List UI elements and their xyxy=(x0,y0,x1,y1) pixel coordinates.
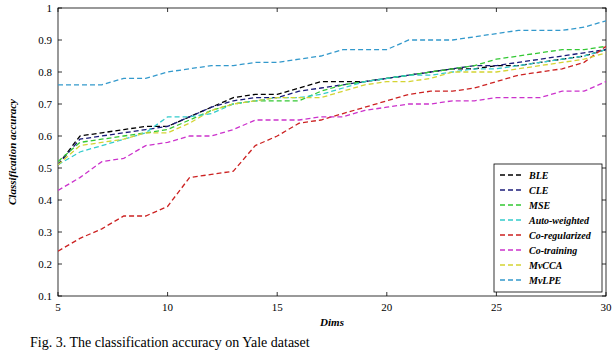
legend-swatch xyxy=(500,174,524,175)
caption: Fig. 3. The classification accuracy on Y… xyxy=(30,335,310,350)
y-tick xyxy=(58,264,62,265)
x-tick xyxy=(606,8,607,12)
y-tick xyxy=(602,232,606,233)
x-tick-label: 10 xyxy=(162,301,174,313)
y-tick xyxy=(58,296,62,297)
legend-label: Co-training xyxy=(529,245,577,256)
legend-label: Auto-weighted xyxy=(528,215,590,226)
x-tick xyxy=(277,292,278,296)
y-tick xyxy=(602,8,606,9)
x-tick xyxy=(496,292,497,296)
x-tick-label: 15 xyxy=(272,301,284,313)
series-line xyxy=(58,50,606,165)
x-tick xyxy=(167,8,168,12)
series-line xyxy=(58,21,606,85)
y-tick-label: 0.7 xyxy=(38,98,52,110)
x-tick xyxy=(167,292,168,296)
y-tick-label: 0.5 xyxy=(38,162,52,174)
y-tick xyxy=(58,136,62,137)
y-tick-label: 1 xyxy=(47,2,53,14)
y-tick xyxy=(58,232,62,233)
x-tick xyxy=(606,292,607,296)
series-line xyxy=(58,50,606,165)
legend-label: MSE xyxy=(528,200,550,211)
series-line xyxy=(58,50,606,165)
x-tick-label: 20 xyxy=(381,301,393,313)
plot-frame xyxy=(58,8,606,296)
series-line xyxy=(58,46,606,161)
y-tick xyxy=(58,40,62,41)
legend-label: MvCCA xyxy=(528,260,563,271)
legend-swatch xyxy=(500,279,524,280)
x-tick-label: 30 xyxy=(601,301,613,313)
legend-swatch xyxy=(500,249,524,250)
legend-label: BLE xyxy=(528,170,549,181)
y-tick-label: 0.3 xyxy=(38,226,52,238)
x-tick xyxy=(58,292,59,296)
legend-swatch xyxy=(500,234,524,235)
y-tick xyxy=(58,72,62,73)
y-tick xyxy=(602,264,606,265)
legend-swatch xyxy=(500,204,524,205)
legend-swatch xyxy=(500,219,524,220)
x-tick-label: 25 xyxy=(491,301,503,313)
y-tick-label: 0.8 xyxy=(38,66,52,78)
y-tick-label: 0.2 xyxy=(38,258,52,270)
y-tick xyxy=(602,136,606,137)
legend-label: CLE xyxy=(529,185,549,196)
legend-label: MvLPE xyxy=(528,275,562,286)
x-tick xyxy=(386,8,387,12)
y-tick xyxy=(602,168,606,169)
y-tick xyxy=(602,200,606,201)
x-axis-label: Dims xyxy=(319,316,344,328)
x-tick-label: 5 xyxy=(55,301,61,313)
y-tick-label: 0.1 xyxy=(38,290,52,302)
legend-swatch xyxy=(500,189,524,190)
y-tick xyxy=(602,72,606,73)
y-tick xyxy=(58,200,62,201)
series-line xyxy=(58,53,606,165)
y-axis-label: Classification accuracy xyxy=(6,99,18,205)
y-tick-label: 0.4 xyxy=(38,194,52,206)
legend-swatch xyxy=(500,264,524,265)
x-tick xyxy=(277,8,278,12)
y-tick xyxy=(58,168,62,169)
y-tick xyxy=(602,40,606,41)
x-tick xyxy=(386,292,387,296)
legend-box xyxy=(494,164,602,292)
y-tick xyxy=(602,296,606,297)
x-tick xyxy=(58,8,59,12)
y-tick xyxy=(602,104,606,105)
legend: BLE CLE MSE Auto-weighted Co-regularized Co-t… xyxy=(494,164,602,292)
y-tick-label: 0.9 xyxy=(38,34,52,46)
y-tick-label: 0.6 xyxy=(38,130,52,142)
y-tick xyxy=(58,104,62,105)
chart: 5 10 15 20 25 30 0.1 0.2 0.3 0.4 0.5 0.6 0.7 0.8 0.9 1 D… xyxy=(0,0,616,356)
x-tick xyxy=(496,8,497,12)
legend-label: Co-regularized xyxy=(529,230,592,241)
y-tick xyxy=(58,8,62,9)
